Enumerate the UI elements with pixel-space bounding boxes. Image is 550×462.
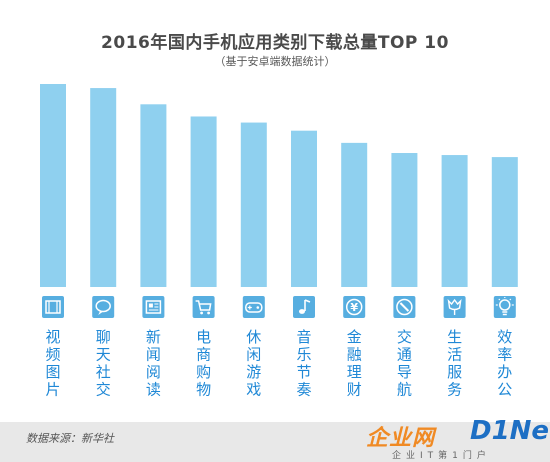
bar-3 [140,104,167,287]
chat-bubble-icon [92,296,115,318]
bar-1 [40,84,66,287]
svg-text:¥: ¥ [350,301,358,314]
category-label-2: 聊天社交 [96,328,111,399]
bar-8 [391,153,418,287]
lightbulb-icon [493,296,516,318]
music-note-icon [293,296,315,318]
footer-bar [0,422,550,462]
bar-5 [240,122,267,287]
category-label-9: 生活服务 [447,328,462,399]
compass-icon [393,296,416,318]
category-label-10: 效率办公 [497,328,512,399]
bar-2 [90,88,117,287]
category-label-1: 视频图片 [45,328,60,399]
data-source: 数据来源：新华社 [26,432,114,445]
film-icon [42,296,64,318]
watermark-logo-cn: 企业网 [366,426,436,451]
yen-coin-icon: ¥ [343,296,366,318]
category-label-6: 音乐节奏 [296,328,311,399]
category-label-3: 新闻阅读 [146,328,161,399]
category-label-4: 电商购物 [196,328,211,399]
newspaper-icon [142,296,165,318]
bar-7 [341,142,368,287]
category-label-7: 金融理财 [347,328,362,399]
bar-9 [441,155,468,287]
shopping-cart-icon [192,296,215,318]
chart-title: 2016年国内手机应用类别下载总量TOP 10 [101,33,449,53]
bar-6 [291,130,317,287]
gamepad-icon [242,296,265,318]
watermark-slogan: 企业IT第1门户 [392,451,491,461]
flower-icon [443,296,466,318]
bar-4 [190,116,217,287]
bar-10 [491,157,518,287]
category-label-5: 休闲游戏 [246,328,261,399]
chart-subtitle: （基于安卓端数据统计） [214,55,336,68]
category-label-8: 交通导航 [397,328,412,399]
watermark-logo-en: D1Net [470,416,550,446]
